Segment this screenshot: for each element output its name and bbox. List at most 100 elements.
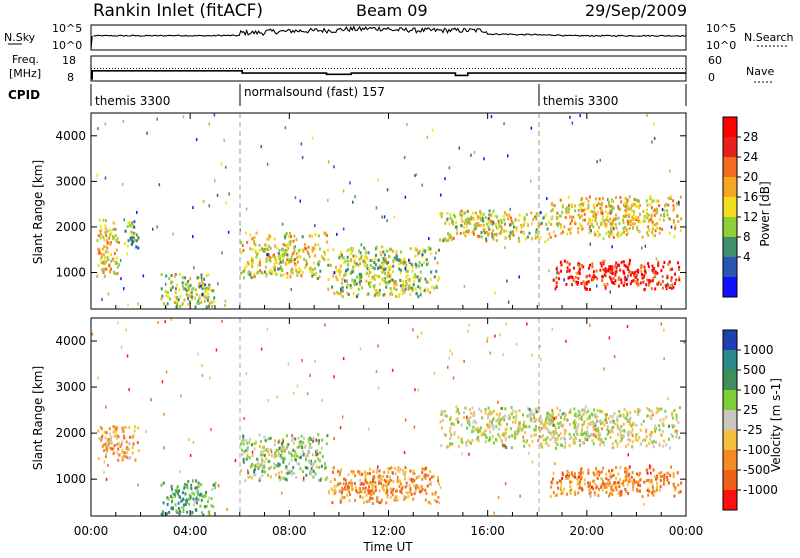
range-cell bbox=[665, 443, 668, 447]
range-cell bbox=[281, 222, 284, 226]
range-cell bbox=[96, 239, 99, 243]
range-cell bbox=[152, 227, 154, 231]
range-cell bbox=[176, 283, 179, 287]
range-cell bbox=[584, 482, 586, 486]
range-cell bbox=[234, 459, 237, 462]
range-cell bbox=[636, 412, 639, 416]
range-cell bbox=[378, 476, 381, 480]
range-cell bbox=[661, 286, 664, 290]
range-cell bbox=[592, 225, 595, 229]
range-cell bbox=[451, 220, 454, 224]
range-cell bbox=[557, 271, 560, 275]
range-cell bbox=[609, 211, 612, 215]
range-cell bbox=[577, 423, 580, 427]
range-cell bbox=[357, 263, 360, 267]
range-cell bbox=[358, 257, 361, 261]
range-cell bbox=[386, 275, 389, 279]
x-axis-label: Time UT bbox=[362, 540, 413, 554]
range-cell bbox=[271, 454, 273, 458]
range-cell bbox=[467, 417, 470, 421]
range-cell bbox=[494, 214, 497, 218]
range-cell bbox=[201, 286, 204, 290]
range-cell bbox=[574, 423, 577, 427]
range-cell bbox=[386, 281, 389, 284]
range-cell bbox=[511, 420, 514, 424]
range-cell bbox=[636, 199, 639, 203]
range-cell bbox=[107, 463, 109, 467]
range-cell bbox=[504, 407, 507, 411]
range-cell bbox=[567, 276, 570, 280]
range-cell bbox=[105, 477, 108, 481]
range-cell bbox=[418, 261, 421, 264]
colorbar-swatch bbox=[723, 450, 737, 471]
range-cell bbox=[414, 486, 417, 490]
range-cell bbox=[355, 262, 358, 266]
range-cell bbox=[679, 195, 682, 199]
range-cell bbox=[565, 474, 567, 478]
range-cell bbox=[128, 388, 130, 392]
range-cell bbox=[624, 225, 627, 229]
range-cell bbox=[663, 478, 666, 482]
range-cell bbox=[261, 248, 264, 252]
colorbar-swatch bbox=[723, 257, 737, 278]
range-cell bbox=[645, 479, 648, 483]
colorbar-swatch bbox=[723, 117, 737, 138]
range-cell bbox=[494, 233, 497, 236]
range-cell bbox=[204, 505, 206, 509]
range-cell bbox=[597, 494, 600, 498]
range-cell bbox=[577, 475, 580, 479]
range-cell bbox=[128, 426, 131, 429]
range-cell bbox=[607, 268, 610, 271]
range-cell bbox=[386, 475, 389, 478]
range-cell bbox=[373, 273, 376, 277]
range-cell bbox=[612, 488, 615, 492]
range-cell bbox=[324, 252, 327, 256]
range-cell bbox=[178, 272, 181, 276]
range-cell bbox=[162, 501, 165, 505]
range-cell bbox=[178, 489, 181, 493]
range-cell bbox=[356, 275, 358, 279]
range-cell bbox=[115, 426, 118, 430]
range-cell bbox=[520, 230, 523, 234]
range-cell bbox=[324, 462, 326, 466]
velocity-colorbar-label: Velocity [m s-1] bbox=[769, 378, 783, 472]
range-cell bbox=[352, 254, 355, 258]
y-tick-label: 3000 bbox=[55, 174, 86, 188]
range-cell bbox=[589, 491, 592, 495]
range-cell bbox=[562, 230, 564, 234]
range-cell bbox=[389, 292, 392, 296]
range-cell bbox=[292, 466, 295, 470]
range-cell bbox=[105, 405, 107, 409]
range-cell bbox=[271, 254, 274, 258]
range-cell bbox=[393, 287, 396, 291]
range-cell bbox=[115, 239, 118, 243]
range-cell bbox=[670, 433, 673, 436]
range-cell bbox=[286, 276, 289, 279]
range-cell bbox=[383, 261, 385, 265]
range-cell bbox=[265, 257, 268, 261]
range-cell bbox=[245, 457, 248, 461]
range-cell bbox=[103, 238, 106, 242]
range-cell bbox=[174, 295, 177, 299]
range-cell bbox=[589, 242, 591, 246]
range-cell bbox=[373, 267, 376, 270]
range-cell bbox=[284, 235, 286, 239]
range-cell bbox=[589, 494, 592, 498]
range-cell bbox=[157, 321, 159, 324]
range-cell bbox=[603, 423, 606, 427]
range-cell bbox=[603, 268, 606, 272]
range-cell bbox=[626, 277, 628, 281]
range-cell bbox=[390, 248, 392, 252]
range-cell bbox=[494, 437, 497, 441]
range-cell bbox=[389, 278, 392, 282]
range-cell bbox=[572, 279, 575, 282]
range-cell bbox=[630, 424, 633, 428]
range-cell bbox=[357, 293, 360, 297]
range-cell bbox=[116, 272, 119, 276]
range-cell bbox=[569, 485, 572, 488]
range-cell bbox=[264, 270, 266, 274]
range-cell bbox=[656, 282, 658, 286]
range-cell bbox=[505, 229, 508, 233]
range-cell bbox=[424, 488, 427, 492]
range-cell bbox=[392, 487, 395, 491]
